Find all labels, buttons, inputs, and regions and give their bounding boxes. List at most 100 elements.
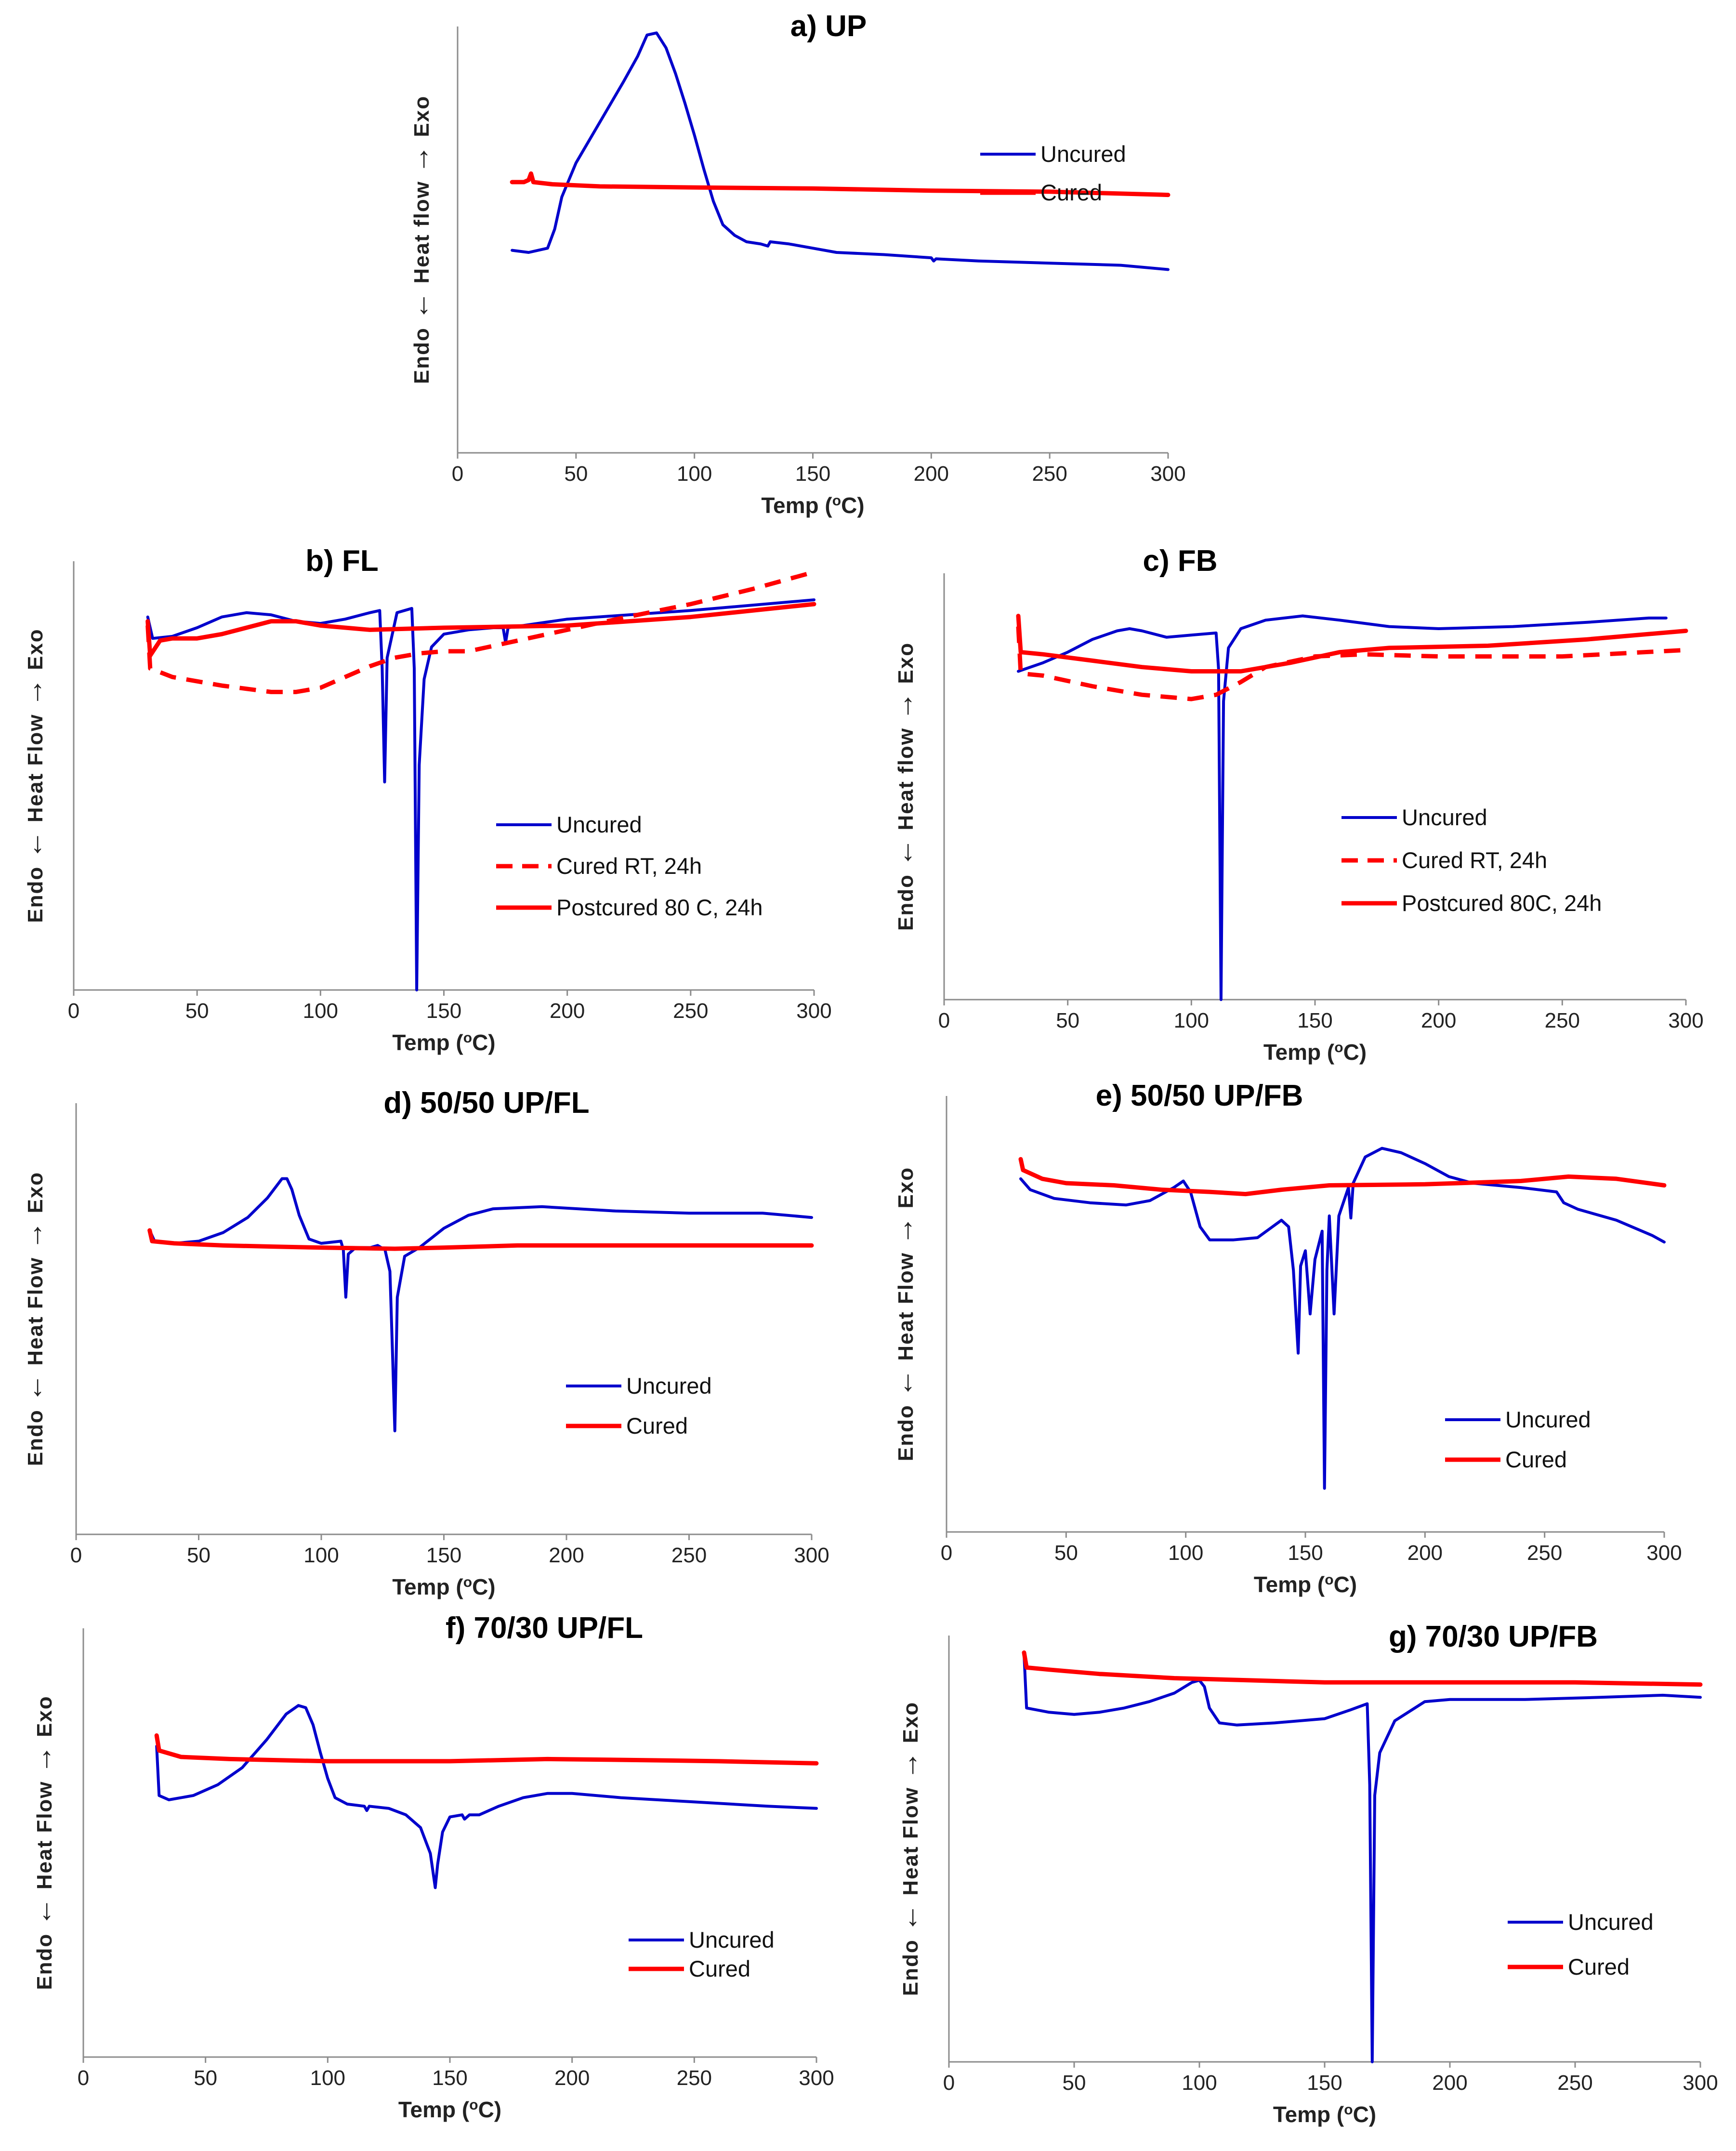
- chart-panel-b: b) FL 0 50 100 150 200 250 300 Temp (oC) Endo ← H…: [16, 544, 832, 1055]
- x-tick-label: 200: [554, 2066, 590, 2090]
- x-axis-label-f: Temp (oC): [398, 2097, 501, 2122]
- y-axis-label-a: Endo ← Heat flow → Exo: [403, 95, 435, 384]
- legend-label-a-0: Uncured: [1040, 141, 1126, 167]
- x-tick-label: 100: [1174, 1009, 1209, 1032]
- x-tick-label: 200: [550, 999, 585, 1023]
- series-line-g-1: [1022, 1650, 1703, 1687]
- x-tick-label: 50: [185, 999, 209, 1023]
- series-line-g-0: [1023, 1653, 1702, 2063]
- x-tick-label: 300: [799, 2066, 834, 2090]
- legend-label-d-0: Uncured: [626, 1373, 712, 1399]
- x-tick-label: 300: [1150, 462, 1185, 486]
- series-line-d-1: [147, 1228, 814, 1251]
- x-tick-label: 50: [1056, 1009, 1079, 1032]
- legend-label-c-2: Postcured 80C, 24h: [1402, 890, 1602, 916]
- chart-title-g: g) 70/30 UP/FB: [1389, 1620, 1598, 1653]
- chart-title-e: e) 50/50 UP/FB: [1096, 1079, 1303, 1112]
- series-line-c-1: [1016, 626, 1686, 701]
- chart-panel-a: a) UP 0 50 100 150 200 250 300 Temp (oC) Endo ← H…: [403, 10, 1186, 518]
- x-tick-label: 0: [78, 2066, 89, 2090]
- x-tick-label: 200: [914, 462, 949, 486]
- legend-label-d-1: Cured: [626, 1413, 688, 1438]
- x-axis-label-b: Temp (oC): [392, 1030, 495, 1055]
- chart-title-f: f) 70/30 UP/FL: [446, 1611, 643, 1645]
- x-tick-label: 100: [1168, 1541, 1203, 1565]
- y-axis-label-b: Endo ← Heat Flow → Exo: [16, 628, 49, 923]
- x-tick-label: 250: [1527, 1541, 1562, 1565]
- x-tick-label: 250: [1032, 462, 1067, 486]
- series-line-b-1: [145, 569, 815, 694]
- legend-label-a-1: Cured: [1040, 180, 1102, 205]
- series-line-a-0: [511, 31, 1170, 271]
- x-axis-label-e: Temp (oC): [1254, 1572, 1357, 1597]
- x-tick-label: 300: [1683, 2071, 1718, 2095]
- x-tick-label: 200: [1407, 1541, 1443, 1565]
- chart-title-c: c) FB: [1143, 544, 1218, 578]
- x-tick-label: 300: [1646, 1541, 1682, 1565]
- x-tick-label: 0: [938, 1009, 950, 1032]
- chart-panel-f: f) 70/30 UP/FL 0 50 100 150 200 250 300 Temp (oC…: [26, 1611, 834, 2122]
- x-tick-label: 300: [1668, 1009, 1703, 1032]
- x-tick-label: 100: [310, 2066, 345, 2090]
- x-tick-label: 200: [1432, 2071, 1467, 2095]
- y-axis-label-c: Endo ← Heat flow → Exo: [887, 642, 919, 931]
- x-tick-label: 100: [1182, 2071, 1217, 2095]
- x-tick-label: 150: [795, 462, 830, 486]
- x-tick-label: 250: [1557, 2071, 1592, 2095]
- legend-label-c-1: Cured RT, 24h: [1402, 847, 1547, 873]
- chart-panel-d: d) 50/50 UP/FL 0 50 100 150 200 250 300 Temp (oC…: [16, 1086, 829, 1599]
- x-tick-label: 150: [432, 2066, 467, 2090]
- legend-label-b-0: Uncured: [556, 812, 642, 837]
- x-tick-label: 200: [549, 1544, 584, 1567]
- x-tick-label: 250: [677, 2066, 712, 2090]
- y-axis-label-g: Endo ← Heat Flow → Exo: [892, 1702, 924, 1996]
- x-axis-label-d: Temp (oC): [392, 1574, 495, 1599]
- series-line-a-1: [510, 171, 1170, 198]
- x-tick-label: 150: [1288, 1541, 1323, 1565]
- x-tick-label: 200: [1421, 1009, 1456, 1032]
- series-line-c-2: [1016, 614, 1688, 673]
- x-tick-label: 50: [1063, 2071, 1086, 2095]
- x-tick-label: 250: [673, 999, 708, 1023]
- series-line-e-1: [1018, 1157, 1667, 1197]
- legend-label-f-1: Cured: [689, 1956, 750, 1981]
- x-tick-label: 250: [1545, 1009, 1580, 1032]
- legend-label-c-0: Uncured: [1402, 805, 1487, 830]
- legend-label-e-1: Cured: [1505, 1447, 1567, 1472]
- y-axis-label-e: Endo ← Heat Flow → Exo: [887, 1167, 919, 1461]
- x-axis-label-a: Temp (oC): [761, 493, 864, 518]
- legend-label-g-1: Cured: [1568, 1954, 1630, 1979]
- legend-label-e-0: Uncured: [1505, 1407, 1591, 1432]
- x-tick-label: 0: [941, 1541, 952, 1565]
- y-axis-label-f: Endo ← Heat Flow → Exo: [26, 1695, 58, 1990]
- legend-label-b-1: Cured RT, 24h: [556, 853, 702, 879]
- x-tick-label: 0: [70, 1544, 82, 1567]
- x-tick-label: 50: [564, 462, 588, 486]
- x-axis-label-g: Temp (oC): [1273, 2102, 1376, 2127]
- x-tick-label: 0: [452, 462, 463, 486]
- x-tick-label: 100: [677, 462, 712, 486]
- x-tick-label: 150: [1297, 1009, 1332, 1032]
- series-line-b-2: [145, 602, 816, 658]
- chart-title-d: d) 50/50 UP/FL: [383, 1086, 589, 1120]
- x-tick-label: 300: [794, 1544, 829, 1567]
- y-axis-label-d: Endo ← Heat Flow → Exo: [16, 1172, 49, 1466]
- legend-label-g-0: Uncured: [1568, 1909, 1654, 1935]
- legend-label-b-2: Postcured 80 C, 24h: [556, 895, 763, 920]
- legend-label-f-0: Uncured: [689, 1927, 775, 1953]
- x-tick-label: 0: [943, 2071, 955, 2095]
- x-tick-label: 100: [303, 999, 338, 1023]
- x-tick-label: 50: [194, 2066, 217, 2090]
- x-tick-label: 50: [187, 1544, 210, 1567]
- series-line-f-1: [154, 1733, 819, 1766]
- x-tick-label: 150: [426, 999, 461, 1023]
- x-tick-label: 150: [1307, 2071, 1342, 2095]
- chart-panel-c: c) FB 0 50 100 150 200 250 300 Temp (oC) Endo ← H…: [887, 544, 1704, 1065]
- x-tick-label: 250: [671, 1544, 707, 1567]
- chart-title-a: a) UP: [790, 10, 867, 43]
- chart-title-b: b) FL: [305, 544, 379, 578]
- series-line-c-0: [1017, 614, 1668, 1001]
- x-tick-label: 150: [426, 1544, 461, 1567]
